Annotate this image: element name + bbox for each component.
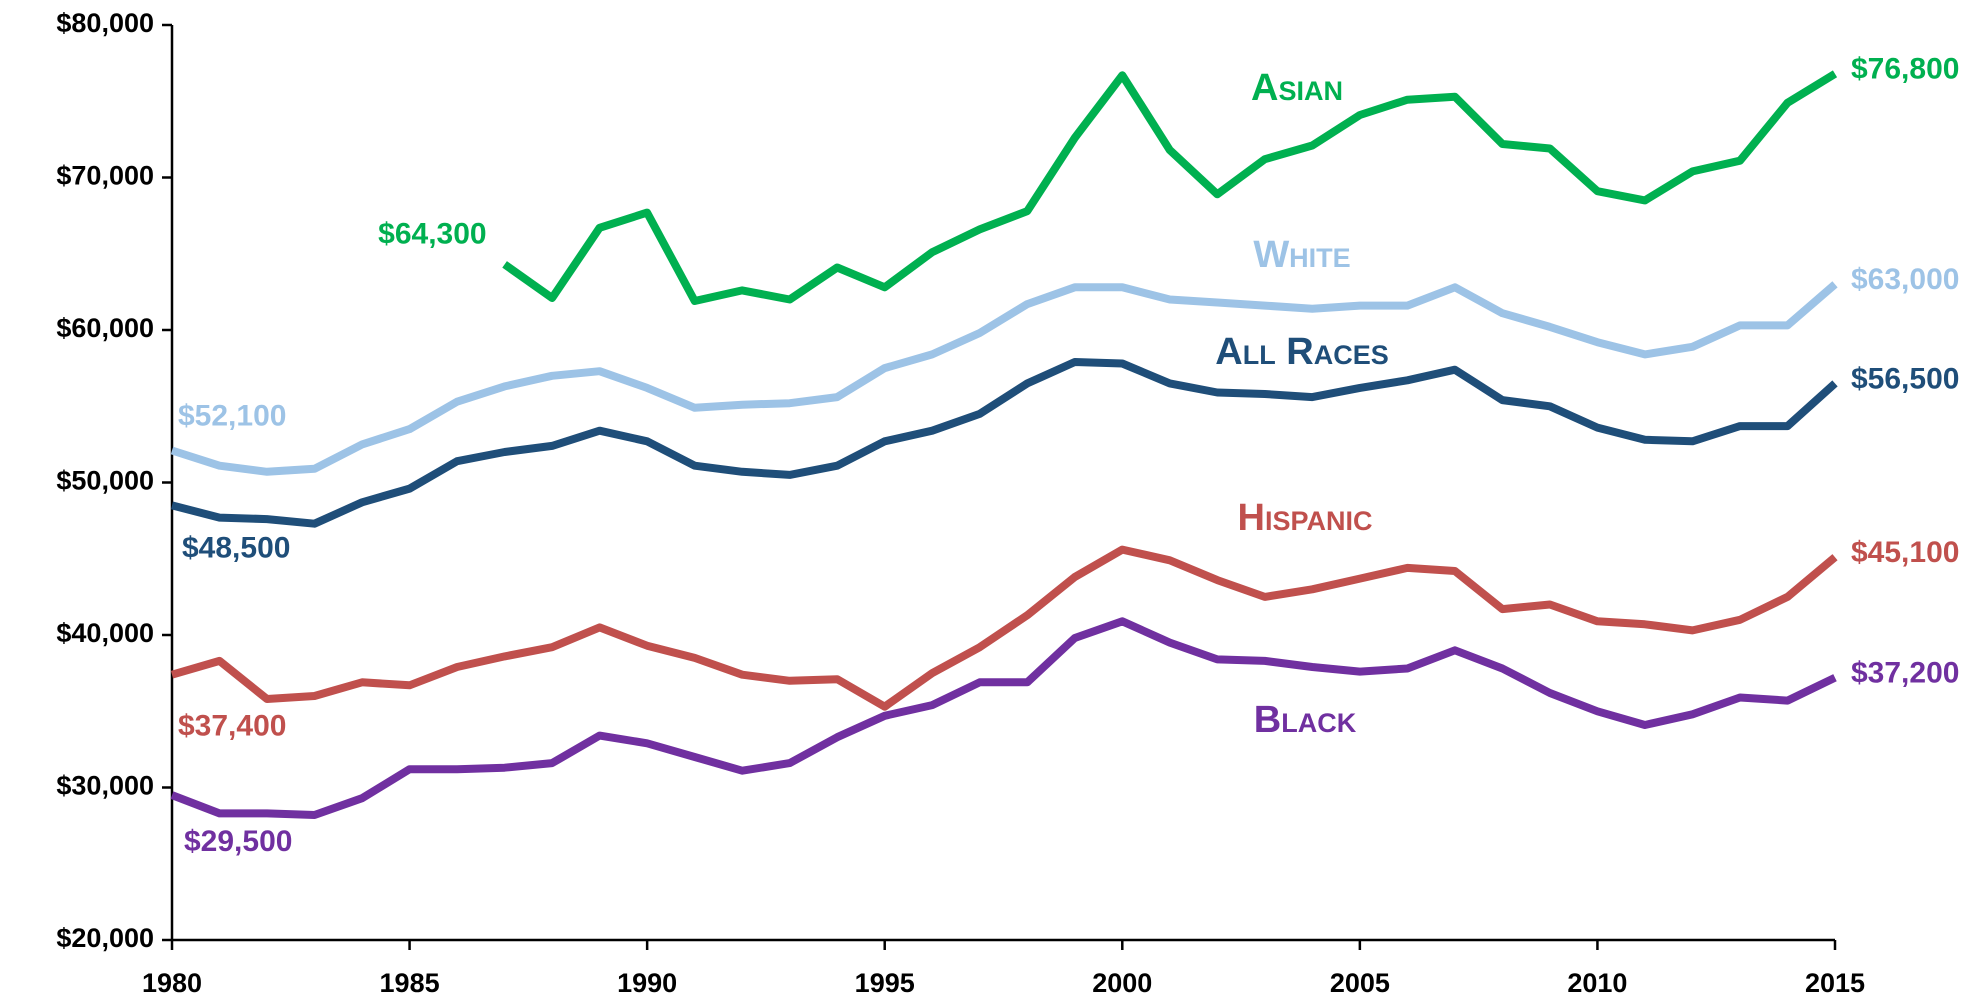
- value-label: $45,100: [1851, 536, 1959, 569]
- value-label: $52,100: [178, 399, 286, 432]
- x-tick-label: 2000: [1092, 968, 1152, 997]
- series-line: [502, 70, 1838, 305]
- x-tick-label: 1985: [380, 968, 440, 997]
- series-name: Black: [1254, 699, 1357, 741]
- series-line: [170, 617, 1837, 819]
- y-tick-label: $60,000: [56, 313, 154, 343]
- x-tick-label: 1980: [142, 968, 202, 997]
- value-label: $56,500: [1851, 362, 1959, 395]
- x-tick-label: 1990: [617, 968, 677, 997]
- y-tick-label: $50,000: [56, 466, 154, 496]
- value-label: $63,000: [1851, 263, 1959, 296]
- y-tick-label: $20,000: [56, 923, 154, 953]
- value-label: $37,400: [178, 710, 286, 743]
- series-line: [170, 281, 1838, 476]
- value-label: $29,500: [184, 825, 292, 858]
- series-name: All Races: [1215, 331, 1388, 373]
- series-name: Hispanic: [1238, 497, 1373, 539]
- y-tick-label: $80,000: [56, 8, 154, 38]
- value-label: $76,800: [1851, 53, 1959, 86]
- x-tick-label: 1995: [855, 968, 915, 997]
- x-tick-label: 2010: [1567, 968, 1627, 997]
- y-tick-label: $70,000: [56, 161, 154, 191]
- value-label: $64,300: [378, 217, 486, 250]
- series-line: [171, 358, 1838, 528]
- x-tick-label: 2005: [1330, 968, 1390, 997]
- value-label: $37,200: [1851, 657, 1959, 690]
- y-tick-label: $30,000: [56, 771, 154, 801]
- value-label: $48,500: [182, 531, 290, 564]
- y-tick-label: $40,000: [56, 618, 154, 648]
- series-name: Asian: [1251, 67, 1343, 109]
- x-tick-label: 2015: [1805, 968, 1865, 997]
- series-name: White: [1253, 234, 1350, 276]
- series-line: [170, 545, 1838, 711]
